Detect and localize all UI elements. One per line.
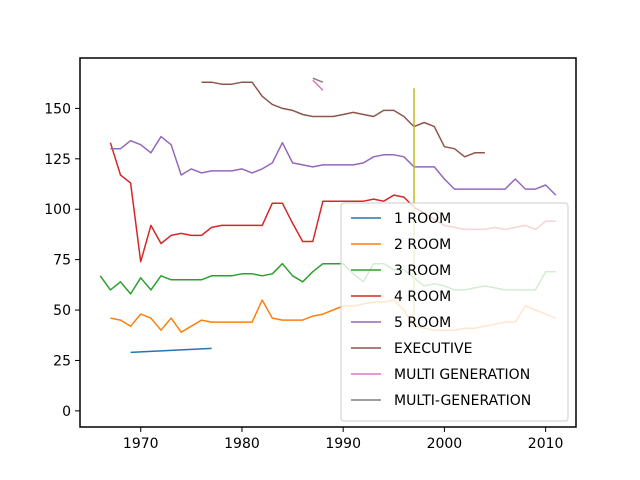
- legend-label-1-room: 1 ROOM: [394, 211, 451, 227]
- x-tick-label: 2000: [427, 436, 463, 452]
- y-tick-label: 75: [53, 253, 71, 269]
- series-line-multi-generation: [312, 77, 324, 83]
- series-line-multi-generation: [312, 79, 324, 91]
- y-axis: 0 25 50 75 100 125 150: [44, 101, 80, 420]
- legend-label-multi-generation: MULTI-GENERATION: [394, 393, 531, 409]
- y-tick-label: 25: [53, 353, 71, 369]
- legend-label-2-room: 2 ROOM: [394, 237, 451, 253]
- legend-label-4-room: 4 ROOM: [394, 289, 451, 305]
- y-tick-label: 150: [44, 101, 71, 117]
- x-tick-label: 2010: [528, 436, 564, 452]
- legend: 1 ROOM 2 ROOM 3 ROOM 4 ROOM 5 ROOM EXECUTIVE M…: [340, 202, 569, 422]
- series-line-1-room: [130, 347, 212, 354]
- y-tick-label: 125: [44, 152, 71, 168]
- y-tick-label: 0: [62, 404, 71, 420]
- legend-label-multi-generation: MULTI GENERATION: [394, 367, 530, 383]
- y-tick-label: 50: [53, 303, 71, 319]
- legend-box: [340, 202, 569, 422]
- x-tick-label: 1970: [123, 436, 159, 452]
- x-axis: 1970 1980 1990 2000 2010: [123, 427, 564, 452]
- series-line-5-room: [110, 135, 557, 196]
- x-tick-label: 1990: [325, 436, 361, 452]
- legend-label-executive: EXECUTIVE: [394, 341, 472, 357]
- legend-label-5-room: 5 ROOM: [394, 315, 451, 331]
- series-line-executive: [201, 81, 485, 158]
- legend-label-3-room: 3 ROOM: [394, 263, 451, 279]
- y-tick-label: 100: [44, 202, 71, 218]
- plot-frame: [79, 57, 577, 428]
- x-tick-label: 1980: [224, 436, 260, 452]
